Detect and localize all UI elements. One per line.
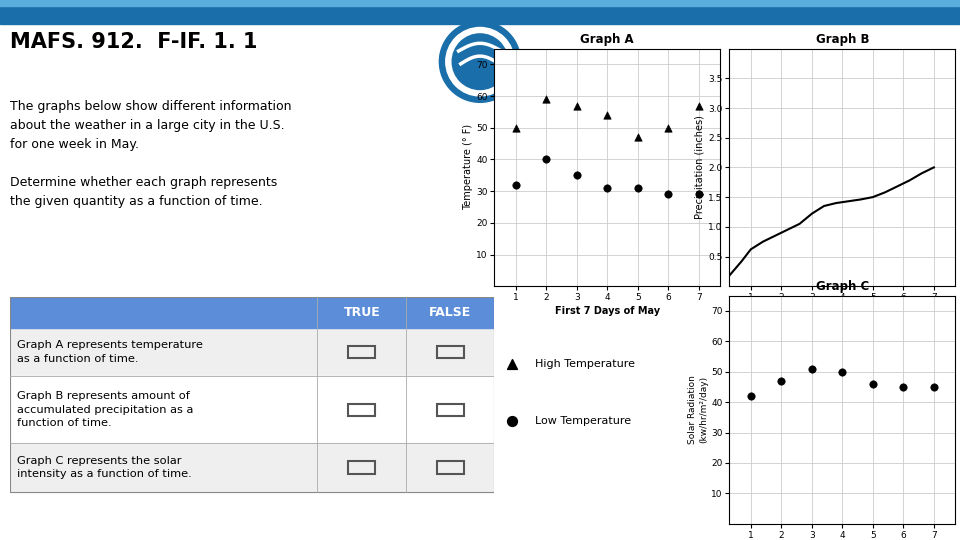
Y-axis label: Temperature (° F): Temperature (° F) [463, 124, 473, 211]
Point [539, 95, 554, 104]
Point [691, 102, 707, 110]
Text: Graph B represents amount of
accumulated precipitation as a
function of time.: Graph B represents amount of accumulated… [17, 392, 193, 428]
Title: Graph C: Graph C [816, 280, 869, 293]
Point [660, 190, 676, 199]
Bar [348, 346, 375, 358]
Point [896, 383, 911, 391]
Text: Graph C represents the solar
intensity as a function of time.: Graph C represents the solar intensity a… [17, 456, 192, 480]
Bar [10, 376, 494, 443]
Point [926, 383, 942, 391]
Point [743, 392, 758, 400]
Y-axis label: Precipitation (inches): Precipitation (inches) [695, 116, 706, 219]
Title: Graph A: Graph A [581, 33, 635, 46]
Point [865, 380, 880, 388]
Bar [10, 297, 494, 492]
Text: MAFS. 912.  F-IF. 1. 1: MAFS. 912. F-IF. 1. 1 [10, 32, 257, 52]
Point [691, 190, 707, 199]
Title: Graph B: Graph B [816, 33, 869, 46]
Point [569, 102, 585, 110]
Point [508, 124, 523, 132]
Bar [437, 461, 464, 474]
Point [834, 367, 850, 376]
Point [569, 171, 585, 180]
Bar [437, 346, 464, 358]
Text: TRUE: TRUE [344, 306, 380, 319]
Point [774, 376, 789, 385]
X-axis label: First 7 Days of May: First 7 Days of May [555, 306, 660, 316]
Point [508, 180, 523, 189]
Bar [348, 461, 375, 474]
Text: The graphs below show different information
about the weather in a large city in: The graphs below show different informat… [10, 100, 291, 208]
Point [630, 133, 645, 141]
Circle shape [445, 28, 515, 96]
Bar [10, 443, 494, 492]
Circle shape [440, 21, 520, 102]
Y-axis label: Solar Radiation
(kw/hr/m²/day): Solar Radiation (kw/hr/m²/day) [688, 375, 708, 444]
Text: Low Temperature: Low Temperature [535, 416, 631, 426]
Bar [10, 328, 494, 376]
Point [600, 184, 615, 192]
Circle shape [452, 34, 508, 90]
Point [630, 184, 645, 192]
Point [600, 111, 615, 119]
X-axis label: First 7 Days of May: First 7 Days of May [790, 306, 895, 316]
Point [660, 124, 676, 132]
Text: FALSE: FALSE [429, 306, 471, 319]
Text: Graph A represents temperature
as a function of time.: Graph A represents temperature as a func… [17, 340, 203, 364]
Point [539, 155, 554, 164]
Bar [437, 403, 464, 416]
Bar [10, 297, 494, 328]
Bar [348, 403, 375, 416]
Text: High Temperature: High Temperature [535, 359, 636, 369]
Point [804, 364, 820, 373]
